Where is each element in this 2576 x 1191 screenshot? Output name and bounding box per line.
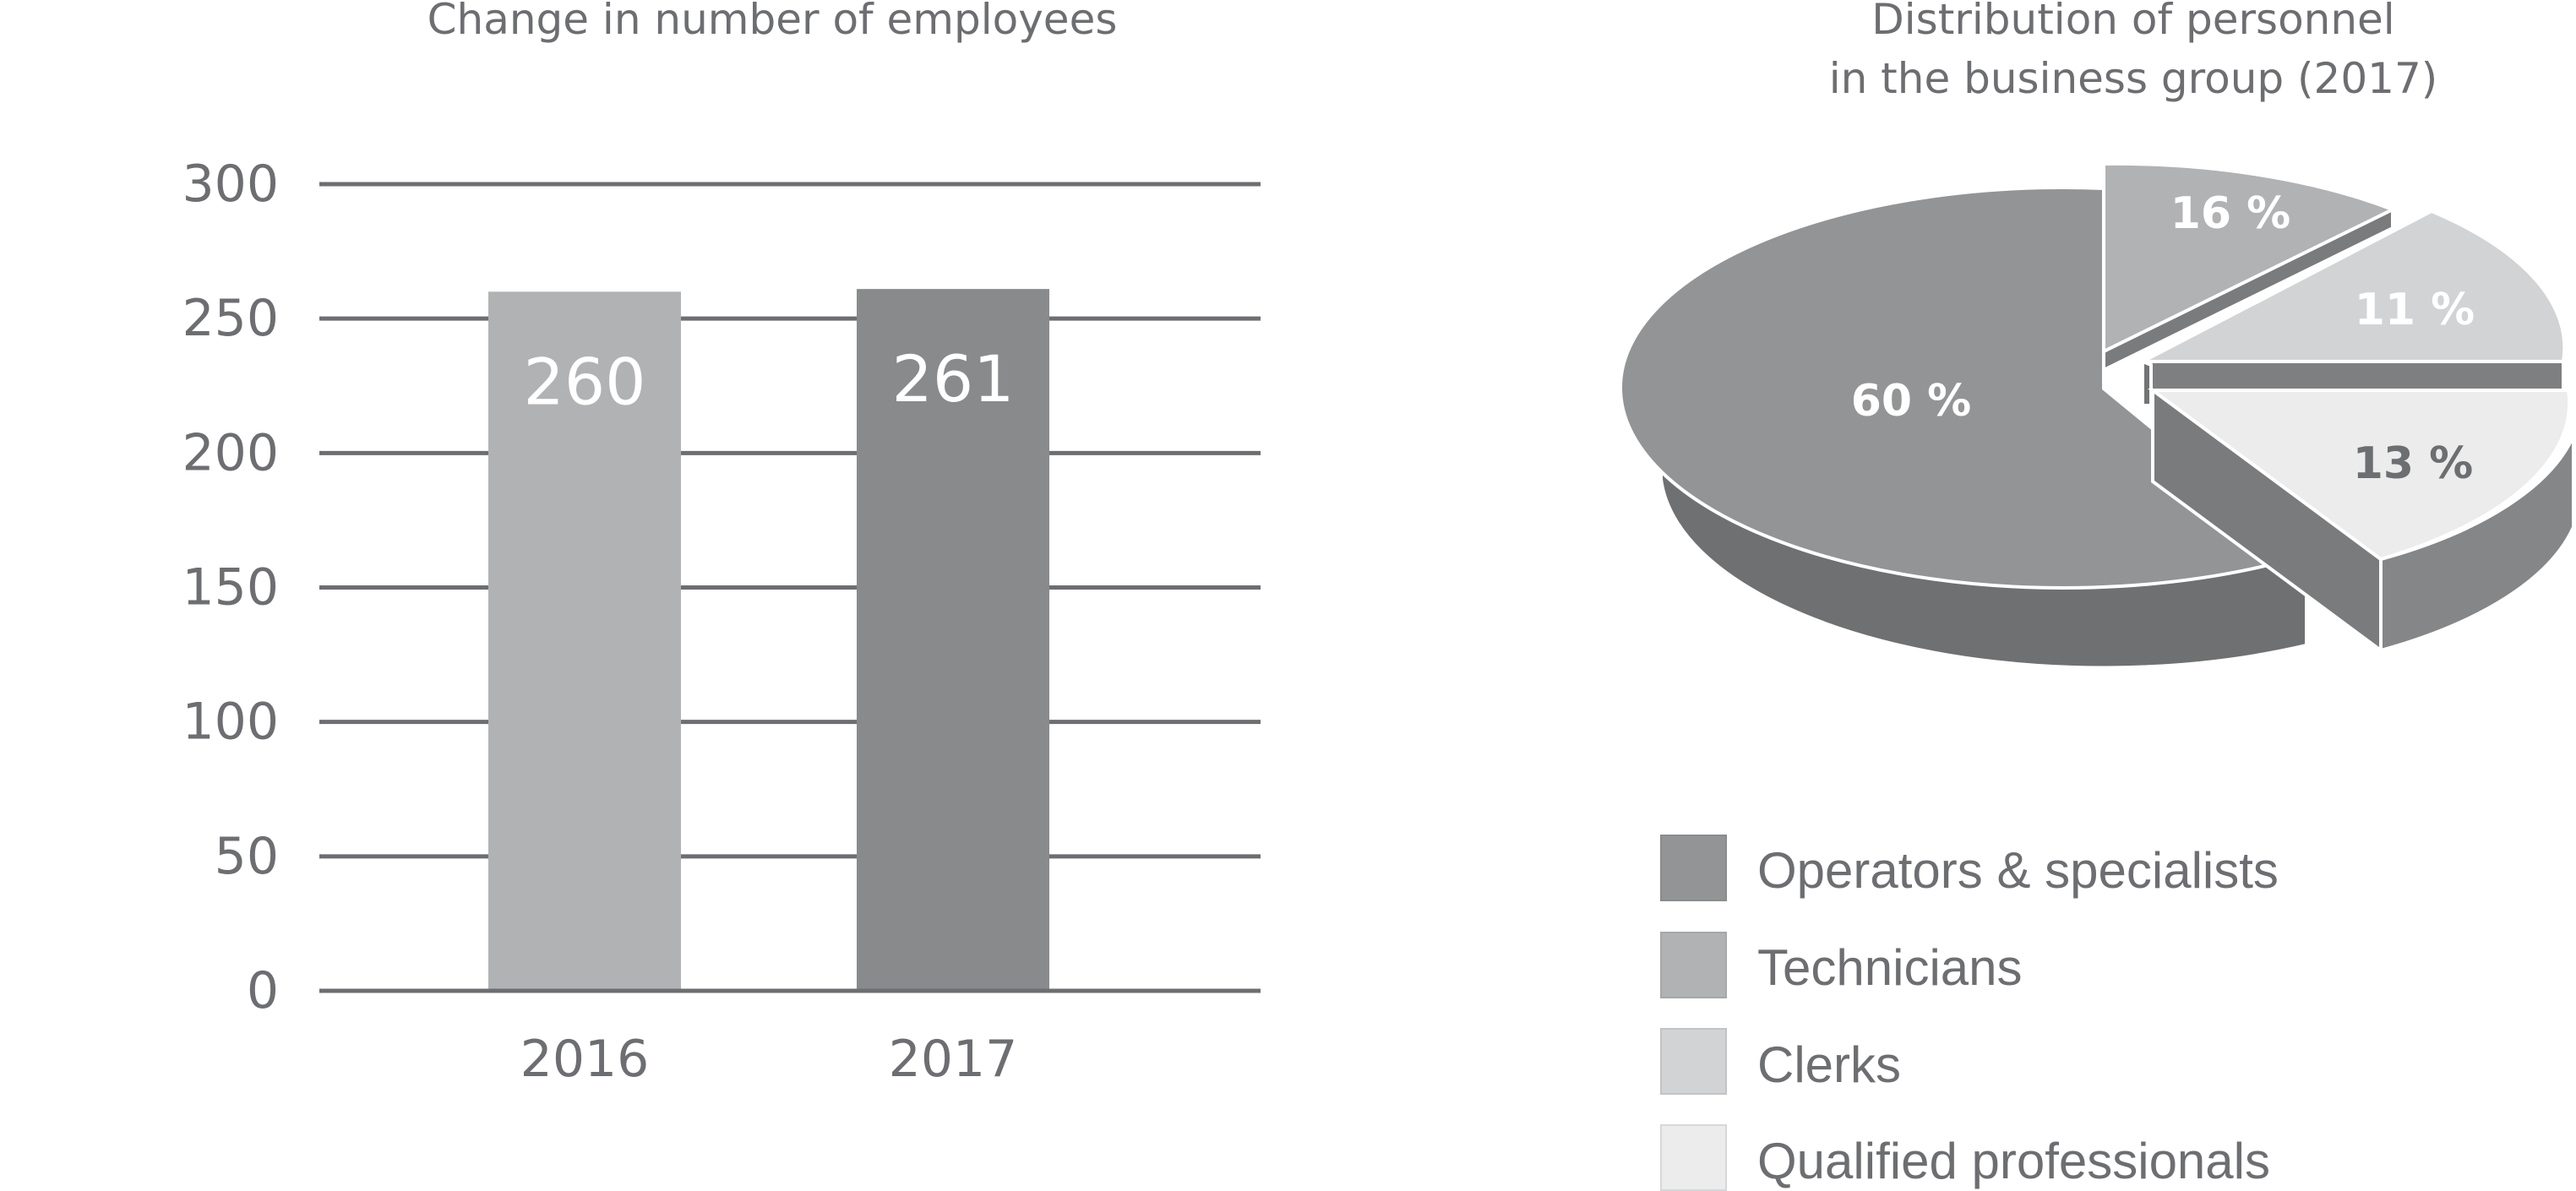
- pie-slice-clerks-face: [2142, 209, 2567, 363]
- bar-2016: [488, 291, 681, 991]
- pie-slice-technicians: [2102, 161, 2397, 373]
- y-tick-label: 250: [182, 289, 279, 348]
- x-tick-label: 2016: [520, 1030, 650, 1089]
- y-tick-label: 100: [182, 693, 279, 752]
- pie-label-qualified: 13 %: [2353, 438, 2474, 489]
- pie-slice-technicians-face: [2102, 161, 2397, 355]
- bar-chart-title: Change in number of employees: [428, 0, 1118, 44]
- legend-swatch-operators: [1660, 835, 1727, 901]
- legend-swatch-clerks: [1660, 1028, 1727, 1095]
- bar-2017: [857, 289, 1049, 991]
- legend-item-qualified: Qualified professionals: [1660, 1124, 2270, 1191]
- legend-item-clerks: Clerks: [1660, 1028, 1901, 1095]
- y-axis-ticks: 0 50 100 150 200 250 300: [182, 155, 279, 1020]
- y-tick-label: 0: [247, 961, 279, 1020]
- bar-value-labels: 260 261: [523, 341, 1014, 419]
- bar-chart: Change in number of employees 0 50 100 150 2…: [182, 0, 1261, 1089]
- bar-value-label: 260: [523, 344, 645, 419]
- legend-swatch-qualified: [1660, 1124, 1727, 1191]
- bar-grid: [319, 182, 1261, 993]
- pie-title-line-1: Distribution of personnel: [1871, 0, 2394, 44]
- pie-slice-qualified-face: [2147, 389, 2572, 562]
- legend-label-clerks: Clerks: [1757, 1036, 1901, 1093]
- bars: [488, 289, 1049, 991]
- x-tick-label: 2017: [889, 1030, 1018, 1089]
- legend-item-technicians: Technicians: [1660, 932, 2023, 998]
- y-tick-label: 200: [182, 423, 279, 482]
- legend-item-operators: Operators & specialists: [1660, 835, 2279, 901]
- pie-label-operators: 60 %: [1851, 376, 1972, 427]
- pie-slice-clerks-side-left: [2141, 359, 2153, 407]
- y-tick-label: 300: [182, 155, 279, 214]
- pie-legend: Operators & specialists Technicians Cler…: [1660, 835, 2279, 1191]
- y-tick-label: 50: [215, 827, 279, 886]
- legend-label-operators: Operators & specialists: [1757, 842, 2279, 899]
- pie-label-technicians: 16 %: [2170, 188, 2291, 239]
- y-tick-label: 150: [182, 558, 279, 617]
- pie-slice-qualified: [2147, 387, 2575, 654]
- bar-value-label: 261: [891, 341, 1014, 416]
- legend-label-qualified: Qualified professionals: [1757, 1133, 2270, 1189]
- pie-chart: Distribution of personnel in the busines…: [1619, 0, 2575, 1191]
- legend-swatch-technicians: [1660, 932, 1727, 998]
- pie-title-line-2: in the business group (2017): [1829, 54, 2438, 103]
- pie-label-clerks: 11 %: [2355, 285, 2475, 335]
- x-axis-ticks: 2016 2017: [319, 988, 1261, 1089]
- pie-slice-operators-face: [1619, 186, 2311, 590]
- pie-slice-operators: [1619, 186, 2311, 670]
- pie-slice-qualified-side-outer: [2379, 435, 2575, 653]
- legend-label-technicians: Technicians: [1757, 939, 2023, 996]
